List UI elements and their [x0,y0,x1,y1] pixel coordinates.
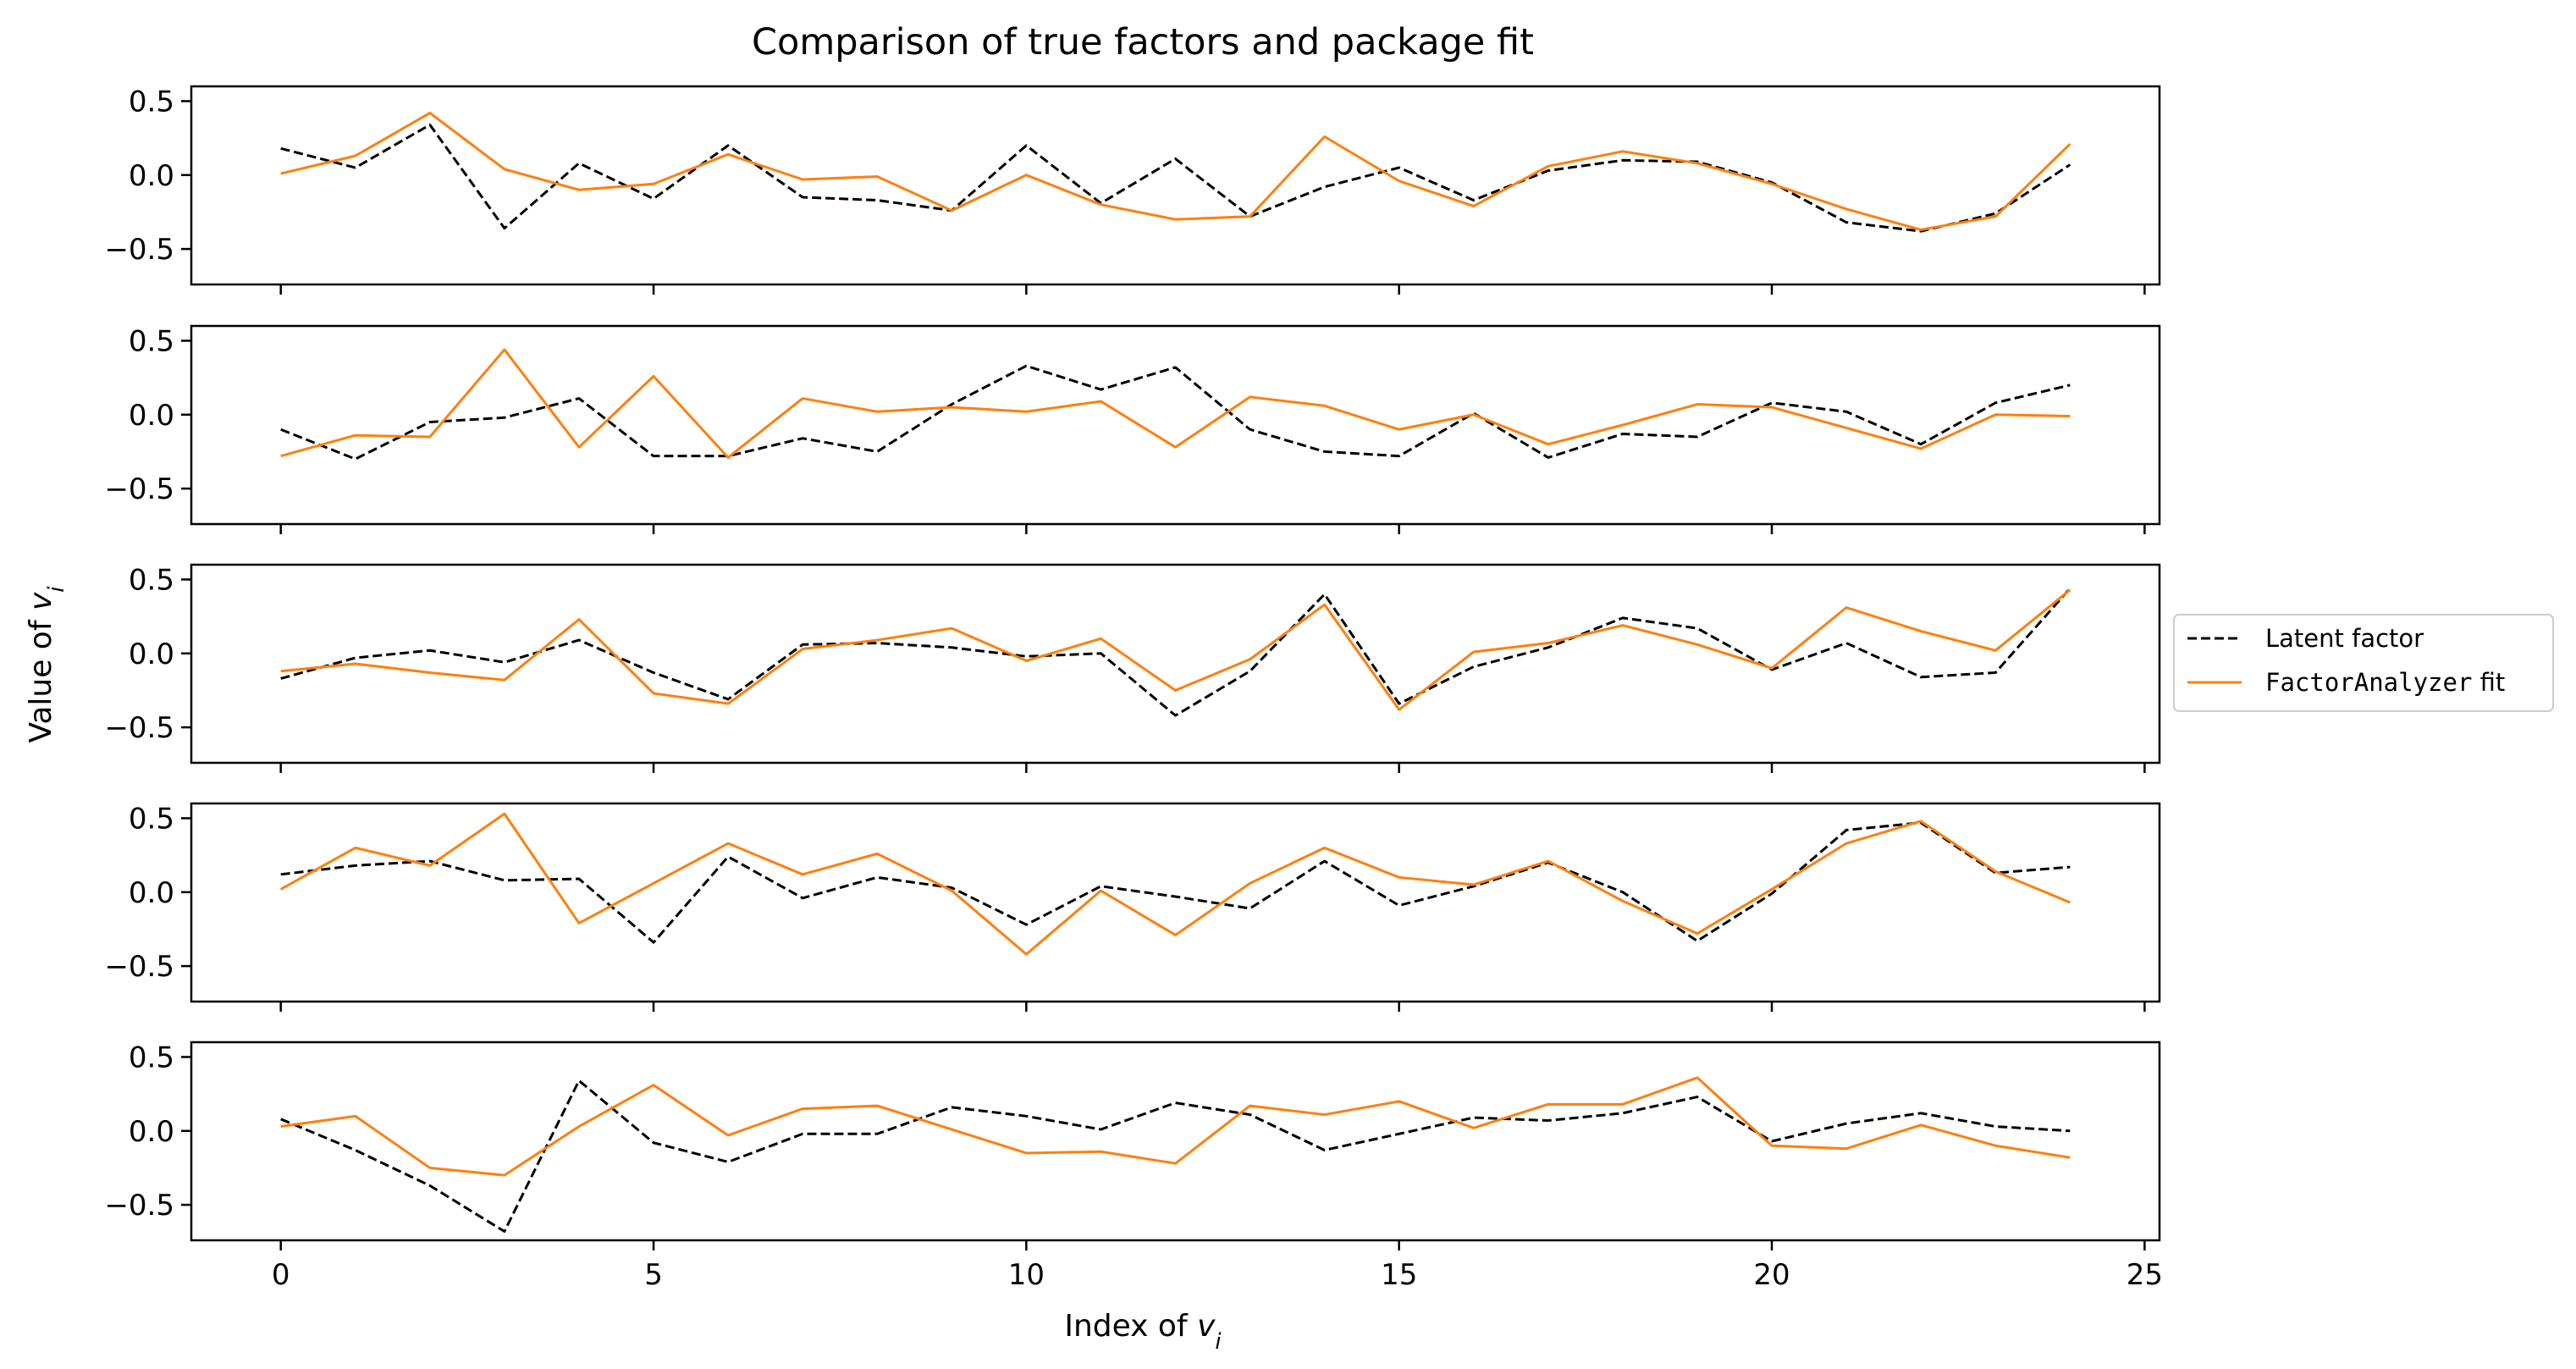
y-tick-label: −0.5 [104,1189,174,1223]
y-axis-label: Value of vi [24,586,69,743]
y-tick-label: 0.5 [129,324,174,358]
math-subscript: i [44,586,69,593]
math-variable: v [1197,1309,1216,1344]
y-tick-label: −0.5 [104,233,174,267]
y-tick-label: 0.5 [129,85,174,119]
chart-title: Comparison of true factors and package f… [752,21,1534,63]
legend-frame [2173,614,2554,712]
legend-label-fit-code: FactorAnalyzer [2265,668,2472,697]
legend-label-fit-suffix: fit [2472,668,2505,697]
series-line-latent-panel-2 [280,364,2071,461]
subplot-frame [190,802,2161,1003]
subplot-frame [190,1041,2161,1242]
subplot-stack: 0.5 0.0 −0.5 0.5 0.0 −0.5 0.5 0.0 −0.5 0.5 0.0 −0.5… [104,85,2163,1292]
x-tick-label: 0 [272,1258,290,1292]
y-tick-label: −0.5 [104,950,174,984]
x-axis-label: Index of vi [1064,1309,1222,1355]
legend: Latent factor FactorAnalyzer fit [2173,614,2554,712]
series-line-fit-panel-1 [280,111,2071,231]
series-line-fit-panel-4 [279,812,2071,956]
subplot-frame [190,85,2161,286]
series-line-latent-panel-1 [280,123,2071,233]
legend-label-latent: Latent factor [2265,624,2424,653]
x-tick-label: 15 [1381,1258,1417,1292]
legend-label-fit: FactorAnalyzer fit [2265,668,2505,697]
x-axis-label-text: Index of [1064,1309,1197,1344]
subplot-3: 0.5 0.0 −0.5 [104,563,2161,773]
y-tick-label: 0.5 [129,563,174,597]
series-line-latent-panel-5 [280,1079,2071,1234]
subplot-frame [190,563,2161,765]
series-line-fit-panel-5 [280,1076,2071,1177]
math-variable: v [24,592,58,610]
y-tick-label: 0.5 [129,802,174,836]
math-subscript: i [1215,1329,1222,1355]
y-tick-label: −0.5 [104,472,174,506]
series-line-fit-panel-3 [280,588,2071,711]
subplot-1: 0.5 0.0 −0.5 [104,85,2161,295]
subplot-2: 0.5 0.0 −0.5 [104,324,2161,534]
series-line-latent-panel-4 [280,821,2071,944]
x-tick-label: 10 [1008,1258,1045,1292]
y-tick-label: 0.0 [129,876,174,910]
subplot-frame [190,324,2161,526]
y-axis-label-text: Value of [24,610,58,742]
y-tick-label: 0.0 [129,159,174,193]
x-tick-label: 25 [2126,1258,2163,1292]
y-tick-label: 0.0 [129,1115,174,1149]
series-line-fit-panel-2 [280,348,2071,459]
subplot-4: 0.5 0.0 −0.5 [104,802,2161,1012]
y-tick-label: 0.5 [129,1041,174,1074]
x-tick-label: 5 [644,1258,663,1292]
series-line-latent-panel-3 [280,587,2071,717]
y-tick-label: −0.5 [104,711,174,745]
subplot-5: 0.5 0.0 −0.5 0 5 10 15 20 25 [104,1041,2163,1292]
y-tick-label: 0.0 [129,638,174,671]
x-tick-label: 20 [1753,1258,1790,1292]
y-tick-label: 0.0 [129,399,174,433]
